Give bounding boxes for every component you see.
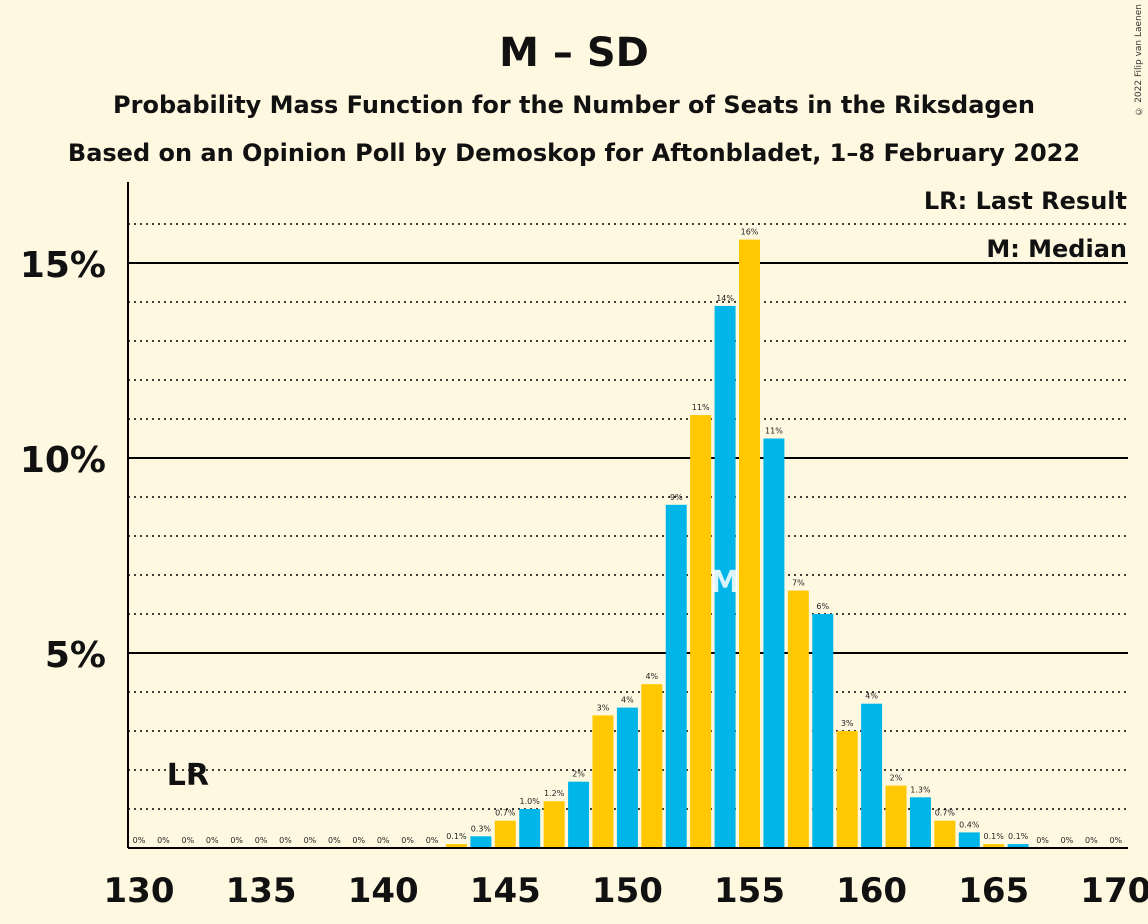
data-label-148: 2% xyxy=(572,770,585,779)
data-label-130: 0% xyxy=(133,836,146,845)
data-label-145: 0.7% xyxy=(495,809,516,818)
chart-subtitle-1: Probability Mass Function for the Number… xyxy=(113,91,1035,119)
bar-145 xyxy=(494,820,516,848)
data-label-146: 1.0% xyxy=(520,797,541,806)
bar-156 xyxy=(763,438,785,848)
data-label-147: 1.2% xyxy=(544,789,565,798)
x-tick-label: 150 xyxy=(592,871,663,911)
data-label-164: 0.4% xyxy=(959,820,980,829)
data-label-132: 0% xyxy=(181,836,194,845)
chart-title: M – SD xyxy=(499,30,649,76)
bar-151 xyxy=(641,684,663,848)
data-label-136: 0% xyxy=(279,836,292,845)
data-label-143: 0.1% xyxy=(446,832,467,841)
bar-166 xyxy=(1007,844,1029,848)
data-label-160: 4% xyxy=(865,692,878,701)
data-label-152: 9% xyxy=(670,493,683,502)
data-label-137: 0% xyxy=(304,836,317,845)
data-label-157: 7% xyxy=(792,579,805,588)
legend-last-result: LR: Last Result xyxy=(924,187,1127,215)
data-label-165: 0.1% xyxy=(984,832,1005,841)
x-tick-label: 160 xyxy=(836,871,907,911)
x-tick-label: 140 xyxy=(348,871,419,911)
data-label-142: 0% xyxy=(426,836,439,845)
x-tick-label: 165 xyxy=(958,871,1029,911)
data-label-155: 16% xyxy=(741,228,759,237)
bar-148 xyxy=(568,781,590,848)
x-tick-label: 135 xyxy=(226,871,297,911)
data-label-139: 0% xyxy=(352,836,365,845)
axes: 5% 10% 15% 130 135 140 145 150 155 160 165 170 xyxy=(20,182,1148,911)
data-label-163: 0.7% xyxy=(935,809,956,818)
data-label-161: 2% xyxy=(890,774,903,783)
bar-150 xyxy=(616,707,638,848)
x-tick-label: 130 xyxy=(104,871,175,911)
x-tick-label: 145 xyxy=(470,871,541,911)
bar-160 xyxy=(861,703,883,848)
x-tick-label: 170 xyxy=(1080,871,1148,911)
bar-144 xyxy=(470,836,492,848)
x-tick-label: 155 xyxy=(714,871,785,911)
legend-median: M: Median xyxy=(986,235,1127,263)
data-label-144: 0.3% xyxy=(471,824,492,833)
data-label-159: 3% xyxy=(841,719,854,728)
bar-146 xyxy=(519,809,541,848)
bar-154 xyxy=(714,305,736,848)
data-label-169: 0% xyxy=(1085,836,1098,845)
data-label-138: 0% xyxy=(328,836,341,845)
bar-147 xyxy=(543,801,565,848)
copyright-notice: © 2022 Filip van Laenen xyxy=(1134,4,1144,116)
bar-155 xyxy=(739,239,760,849)
data-label-150: 4% xyxy=(621,696,634,705)
bar-161 xyxy=(885,785,907,848)
data-label-162: 1.3% xyxy=(910,785,931,794)
y-tick-label: 5% xyxy=(45,635,106,676)
bar-164 xyxy=(958,832,980,848)
data-label-156: 11% xyxy=(765,427,783,436)
data-label-133: 0% xyxy=(206,836,219,845)
data-label-141: 0% xyxy=(401,836,414,845)
data-label-170: 0% xyxy=(1109,836,1122,845)
data-label-149: 3% xyxy=(597,703,610,712)
data-label-135: 0% xyxy=(255,836,268,845)
data-label-134: 0% xyxy=(230,836,243,845)
median-marker: M xyxy=(710,565,740,600)
bar-165 xyxy=(983,844,1005,848)
data-label-153: 11% xyxy=(692,403,710,412)
bar-157 xyxy=(787,590,809,848)
bar-159 xyxy=(836,731,858,848)
bar-163 xyxy=(934,820,956,848)
bar-152 xyxy=(665,504,687,848)
data-label-167: 0% xyxy=(1036,836,1049,845)
data-label-166: 0.1% xyxy=(1008,832,1029,841)
y-tick-label: 15% xyxy=(20,245,106,286)
bar-149 xyxy=(592,715,614,848)
bar-153 xyxy=(690,415,712,848)
data-label-151: 4% xyxy=(645,672,658,681)
data-label-131: 0% xyxy=(157,836,170,845)
data-label-168: 0% xyxy=(1061,836,1074,845)
bar-143 xyxy=(445,844,467,848)
data-label-140: 0% xyxy=(377,836,390,845)
last-result-marker: LR xyxy=(167,758,209,793)
chart-subtitle-2: Based on an Opinion Poll by Demoskop for… xyxy=(68,139,1080,167)
data-label-158: 6% xyxy=(816,602,829,611)
bar-158 xyxy=(812,614,834,848)
bars xyxy=(445,239,1029,849)
bar-162 xyxy=(909,797,931,848)
data-label-154: 14% xyxy=(716,294,734,303)
y-tick-label: 10% xyxy=(20,440,106,481)
data-labels: 0% 0% 0% 0% 0% 0% 0% 0% 0% 0% 0% 0% 0% 0.1%0.3%0.7%1.… xyxy=(133,228,1123,845)
